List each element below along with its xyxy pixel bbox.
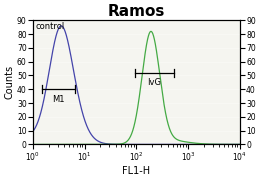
Title: Ramos: Ramos (108, 4, 165, 19)
Text: control: control (36, 22, 65, 31)
Text: IvG: IvG (147, 78, 161, 87)
Y-axis label: Counts: Counts (4, 65, 14, 99)
Text: M1: M1 (53, 95, 65, 104)
X-axis label: FL1-H: FL1-H (122, 166, 151, 176)
